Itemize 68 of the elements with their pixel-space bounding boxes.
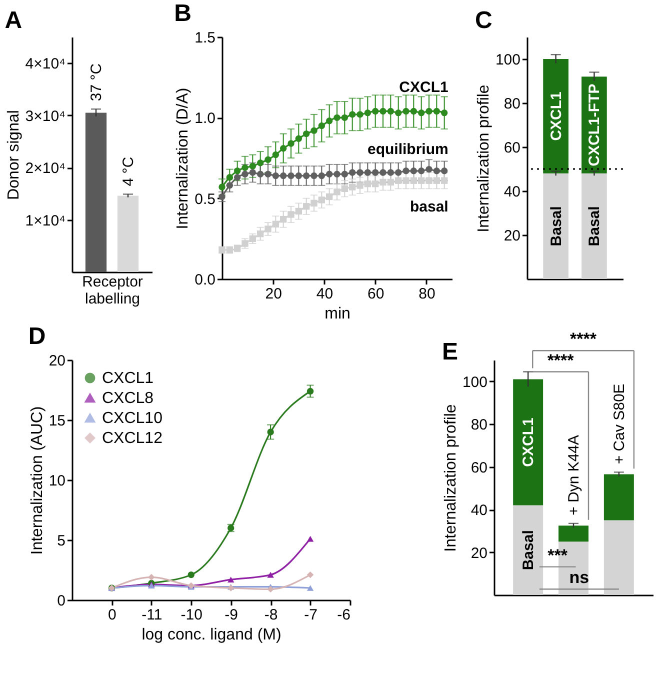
legend-label: CXCL1 [102,370,154,387]
x-tick-label: -6 [337,606,350,624]
y-axis-title: Internalization profile [442,404,460,552]
x-tick-label: 40 [316,286,334,302]
y-axis-title: Internalization (AUC) [28,406,46,555]
y-tick-label: 3×10⁴ [25,108,66,125]
x-tick-label: 20 [265,286,282,302]
y-tick-label: 1.0 [194,110,216,128]
y-tick-label: 80 [470,416,488,434]
legend-label: CXCL12 [102,430,163,447]
y-tick-label: 0.0 [194,272,216,288]
y-tick-label: 10 [48,472,66,490]
series-label: CXCL1-FTP [586,84,604,166]
x-tick-label: 0 [108,606,116,624]
y-axis-title: Internalization profile [475,84,492,232]
x-tick-label: Receptor labelling [82,274,143,308]
y-tick-label: 4×10⁴ [25,56,66,73]
x-tick-label: -11 [142,606,162,624]
chart-title: A [4,7,22,34]
text: **** [570,330,597,349]
legend-label: CXCL10 [102,410,163,427]
annotation: ns [569,568,590,588]
text: Basal [548,206,565,246]
y-tick-label: 2×10⁴ [25,160,66,178]
y-axis-title: Donor signal [5,110,22,200]
y-tick-label: 0 [57,592,66,610]
y-tick-label: 100 [462,374,488,391]
legend-label: CXCL8 [102,390,154,407]
y-tick-label: 60 [470,459,488,476]
chart-title: C [474,7,492,34]
y-axis-title: Internalization (D/A) [174,88,192,230]
series-label: equilibrium [367,140,448,158]
y-tick-label: 20 [504,228,520,244]
y-tick-label: 1.5 [194,30,216,46]
chart-title: B [174,0,192,27]
x-axis-title: log conc. ligand (M) [142,626,282,644]
y-tick-label: 5 [57,532,66,550]
annotation: *** [548,546,568,565]
text: + Dyn K44A [566,434,582,516]
series-label: basal [410,198,448,216]
x-tick-label: -10 [180,606,202,624]
y-tick-label: 40 [470,502,488,520]
x-axis-title: min [324,306,350,322]
y-tick-label: 20 [470,544,488,562]
x-tick-label: 80 [418,286,436,302]
y-tick-label: 1×10⁴ [25,212,66,230]
text: + Cav S80E [610,384,628,464]
y-tick-label: 40 [504,184,520,200]
text: 4 °C [120,156,137,186]
series-label: CXCL1 [520,418,538,467]
annotation: **** [547,350,574,370]
y-tick-label: 20 [48,352,66,370]
chart-title: E [442,338,458,366]
x-tick-label: -8 [264,606,278,624]
series-label: Basal [586,206,604,246]
series-label: CXCL1 [399,78,448,96]
series-label: Basal [520,530,538,570]
text: 37 °C [88,63,105,102]
y-tick-label: 15 [48,412,66,430]
series-label: CXCL1 [548,92,565,141]
y-tick-label: 100 [495,52,520,68]
y-tick-label: 60 [504,140,520,156]
x-tick-label: -7 [304,606,318,624]
y-tick-label: 0.5 [194,190,216,208]
chart-title: D [28,323,46,350]
x-tick-label: -9 [224,606,238,624]
y-tick-label: 80 [504,96,520,112]
x-tick-label: 60 [367,286,384,302]
